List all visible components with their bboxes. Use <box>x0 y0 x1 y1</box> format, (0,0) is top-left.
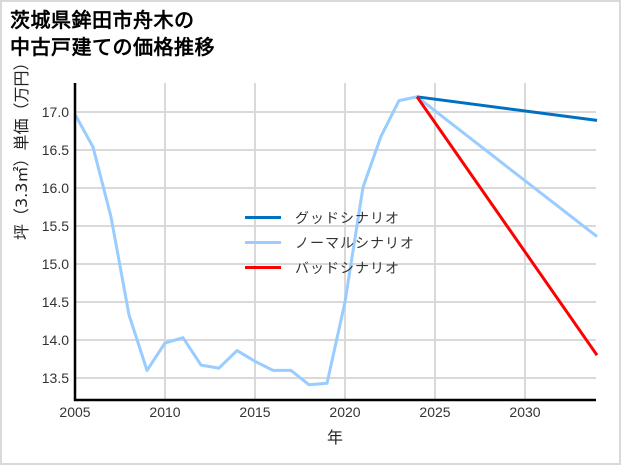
y-axis-label: 坪（3.3㎡）単価（万円） <box>12 54 31 240</box>
chart-legend: グッドシナリオ ノーマルシナリオ バッドシナリオ <box>245 205 415 280</box>
x-tick-label: 2020 <box>329 404 360 420</box>
legend-item-normal: ノーマルシナリオ <box>245 230 415 255</box>
x-tick-label: 2010 <box>149 404 180 420</box>
legend-label-good: グッドシナリオ <box>295 210 400 227</box>
y-tick-label: 14.5 <box>42 294 69 310</box>
x-tick-label: 2005 <box>59 404 90 420</box>
chart-title: 茨城県鉾田市舟木の 中古戸建ての価格推移 <box>10 7 215 61</box>
legend-swatch-good <box>245 216 281 219</box>
y-tick-label: 13.5 <box>42 370 69 386</box>
legend-label-bad: バッドシナリオ <box>295 260 400 277</box>
chart-title-line1: 茨城県鉾田市舟木の <box>10 8 195 32</box>
x-tick-label: 2025 <box>419 404 450 420</box>
x-axis-label: 年 <box>327 428 344 447</box>
legend-label-normal: ノーマルシナリオ <box>295 235 415 252</box>
series-line <box>416 95 598 122</box>
y-tick-label: 15.0 <box>42 256 69 272</box>
legend-item-good: グッドシナリオ <box>245 205 415 230</box>
x-tick-label: 2015 <box>239 404 270 420</box>
series-line <box>415 95 599 357</box>
legend-item-bad: バッドシナリオ <box>245 255 415 280</box>
chart-title-line2: 中古戸建ての価格推移 <box>10 35 215 59</box>
y-tick-label: 14.0 <box>42 332 69 348</box>
series-line <box>73 95 598 387</box>
legend-swatch-bad <box>245 266 281 269</box>
y-tick-label: 16.0 <box>42 180 69 196</box>
x-tick-label: 2030 <box>509 404 540 420</box>
y-tick-label: 16.5 <box>42 142 69 158</box>
y-tick-label: 17.0 <box>42 104 69 120</box>
y-tick-label: 15.5 <box>42 218 69 234</box>
legend-swatch-normal <box>245 241 281 244</box>
